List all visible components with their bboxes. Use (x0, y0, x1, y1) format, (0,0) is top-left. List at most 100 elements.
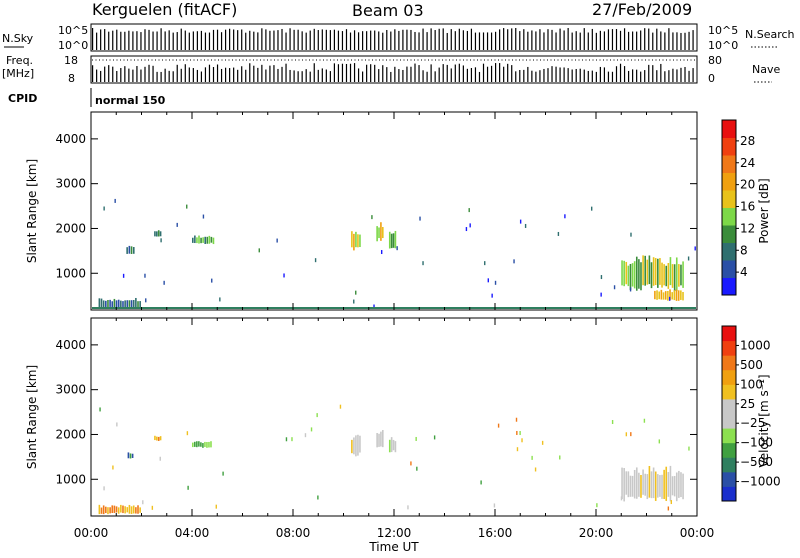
nsky-bar (591, 28, 593, 50)
power-echo-cell (487, 278, 489, 283)
velocity-echo-cell (390, 437, 393, 453)
power-echo-cell (314, 258, 317, 263)
velocity-echo-cell (353, 437, 355, 455)
velocity-echo-cell (194, 441, 196, 447)
velocity-echo-cell (515, 417, 518, 422)
power-echo-cell (677, 290, 680, 301)
nsky-bar (265, 29, 267, 50)
power-echo-cell (130, 300, 133, 308)
freq-bar (285, 63, 287, 82)
power-echo-cell (635, 256, 638, 291)
freq-bar (466, 68, 468, 82)
power-colorbar-segment (722, 277, 736, 296)
freq-bar (124, 66, 126, 82)
nsky-bar (680, 32, 682, 50)
velocity-echo-cell (139, 507, 141, 513)
freq-bar (615, 66, 618, 82)
power-echo-cell (137, 301, 139, 309)
nsky-bar (434, 30, 436, 50)
power-echo-cell (660, 289, 663, 300)
power-echo-cell (694, 246, 696, 251)
freq-bar (390, 71, 392, 82)
nsky-bar (269, 30, 271, 50)
power-echo-cell (667, 291, 669, 301)
velocity-colorbar-segment (722, 486, 736, 502)
velocity-echo-cell (192, 442, 194, 448)
power-echo-cell (355, 231, 357, 248)
nsky-bar (684, 32, 686, 50)
freq-bar (676, 69, 678, 82)
velocity-echo-cell (215, 504, 217, 509)
velocity-echo-cell (132, 505, 135, 514)
freq-bar (249, 63, 251, 82)
nsky-bar (692, 30, 694, 50)
freq-bar (104, 66, 106, 82)
velocity-echo-cell (204, 441, 206, 447)
velocity-echo-cell (388, 439, 391, 453)
nsky-bar (277, 30, 279, 50)
power-echo-cell (396, 246, 398, 251)
power-echo-cell (642, 255, 644, 286)
velocity-echo-cell (304, 433, 307, 438)
velocity-echo-cell (310, 427, 313, 432)
nsky-bar (539, 29, 541, 50)
power-echo-cell (631, 263, 634, 287)
freq-bar (229, 68, 231, 82)
velocity-colorbar-segment (722, 471, 736, 487)
velocity-ytick-label: 4000 (55, 338, 86, 352)
power-echo-cell (484, 261, 486, 266)
power-echo-cell (198, 235, 200, 244)
freq-bar (204, 67, 207, 82)
beam-title: Beam 03 (352, 1, 424, 20)
freq-bar (245, 69, 247, 82)
nsky-bar (458, 28, 460, 50)
velocity-echo-cell (115, 506, 118, 513)
nsky-bar (394, 29, 396, 50)
velocity-echo-cell (627, 471, 630, 498)
velocity-echo-cell (661, 474, 663, 499)
power-echo-cell (186, 204, 188, 209)
nsky-bar (156, 31, 158, 50)
freq-bar (523, 69, 525, 82)
freq-bar (208, 64, 211, 82)
nsky-bar (120, 31, 122, 50)
freq-bar (398, 69, 400, 82)
nsky-bar (148, 29, 150, 50)
nsky-bar (152, 31, 154, 50)
velocity-colorbar: 1000 500 100 25 −25 −100 −500 −1000 (721, 325, 781, 502)
velocity-echo-cell (122, 505, 124, 514)
power-echo-cell (658, 291, 661, 300)
velocity-echo-cell (154, 435, 156, 441)
nsky-bar (249, 30, 251, 50)
freq-bar (370, 64, 372, 82)
power-echo-cell (376, 226, 378, 242)
nsky-bar (495, 31, 497, 50)
freq-unit: [MHz] (2, 67, 34, 80)
freq-bar (192, 68, 194, 82)
freq-bar (152, 65, 154, 82)
power-ytick-label: 1000 (55, 266, 86, 280)
velocity-colorbar-label: Velocity [m s⁻¹] (757, 374, 771, 467)
velocity-echo-cell (678, 470, 680, 498)
freq-bar (212, 67, 215, 82)
freq-bar (636, 69, 638, 82)
velocity-echo-cell (669, 465, 672, 502)
power-echo-cell (200, 237, 202, 244)
nsky-bar (281, 28, 283, 50)
nave-tick-bottom: 0 (708, 72, 715, 85)
velocity-echo-cell (187, 485, 189, 490)
power-echo-cell (176, 222, 178, 227)
velocity-echo-cell (497, 423, 500, 428)
nsky-bar (507, 29, 509, 50)
freq-bar (632, 69, 634, 82)
power-echo-cell (664, 291, 667, 300)
freq-bar (273, 65, 275, 82)
power-echo-cell (673, 290, 676, 301)
velocity-echo-cell (159, 456, 161, 461)
nsky-bar (607, 29, 610, 50)
freq-bar (168, 70, 170, 82)
power-echo-cell (276, 238, 278, 243)
power-echo-cell (357, 234, 359, 248)
nsky-bar (668, 28, 670, 50)
nsky-bar (116, 29, 118, 50)
